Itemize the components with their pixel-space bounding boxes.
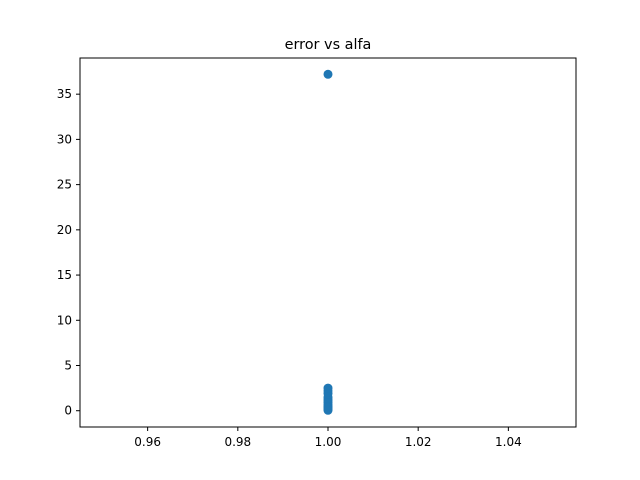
y-tick-label: 35 <box>57 87 72 101</box>
x-tick-label: 0.98 <box>224 435 251 449</box>
x-axis: 0.96 0.98 1.00 1.02 1.04 <box>134 427 522 449</box>
x-tick-label: 1.04 <box>495 435 522 449</box>
data-point <box>323 69 333 79</box>
y-tick-label: 20 <box>57 223 72 237</box>
x-tick-label: 0.96 <box>134 435 161 449</box>
y-tick-label: 15 <box>57 268 72 282</box>
y-tick-label: 25 <box>57 178 72 192</box>
data-point <box>323 405 333 415</box>
x-tick-label: 1.02 <box>405 435 432 449</box>
y-tick-label: 5 <box>64 359 72 373</box>
y-tick-label: 30 <box>57 132 72 146</box>
y-axis: 0 5 10 15 20 25 30 35 <box>57 87 80 418</box>
data-points <box>323 69 333 415</box>
y-tick-label: 10 <box>57 313 72 327</box>
y-tick-label: 0 <box>64 404 72 418</box>
plot-frame <box>79 57 577 428</box>
x-tick-label: 1.00 <box>315 435 342 449</box>
chart-title: error vs alfa <box>285 37 372 53</box>
